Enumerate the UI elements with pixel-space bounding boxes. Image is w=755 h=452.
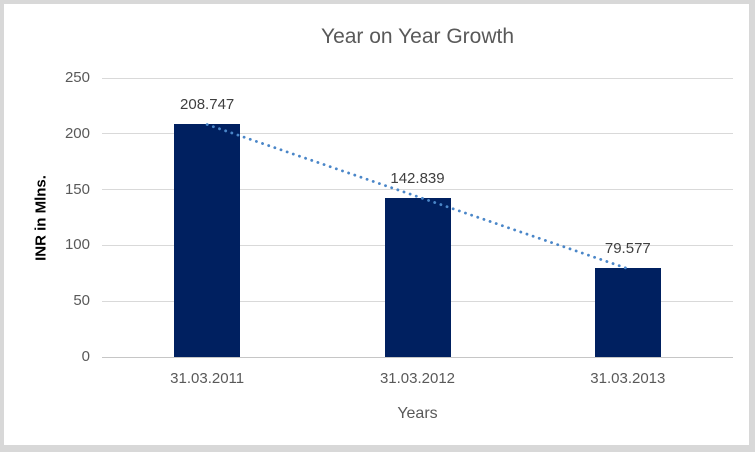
- gridline: [102, 77, 733, 79]
- chart-title: Year on Year Growth: [320, 25, 515, 48]
- x-axis-title: Years: [397, 405, 438, 422]
- y-tick-label: 200: [64, 124, 90, 142]
- bar-31.03.2013: [594, 268, 661, 357]
- y-tick-label: 100: [64, 236, 90, 254]
- bar-31.03.2012: [384, 197, 451, 357]
- y-tick-label: 150: [64, 180, 90, 198]
- bar-31.03.2011: [174, 124, 241, 357]
- data-label: 208.747: [180, 96, 235, 114]
- x-tick-label: 31.03.2013: [590, 370, 666, 387]
- data-label: 79.577: [604, 240, 651, 258]
- x-axis-line: [102, 356, 733, 358]
- data-label: 142.839: [390, 169, 445, 187]
- y-tick-label: 0: [81, 348, 90, 365]
- x-tick-label: 31.03.2011: [170, 370, 245, 387]
- x-tick-label: 31.03.2012: [379, 370, 456, 387]
- y-tick-label: 250: [64, 69, 90, 86]
- y-tick-label: 50: [73, 292, 90, 310]
